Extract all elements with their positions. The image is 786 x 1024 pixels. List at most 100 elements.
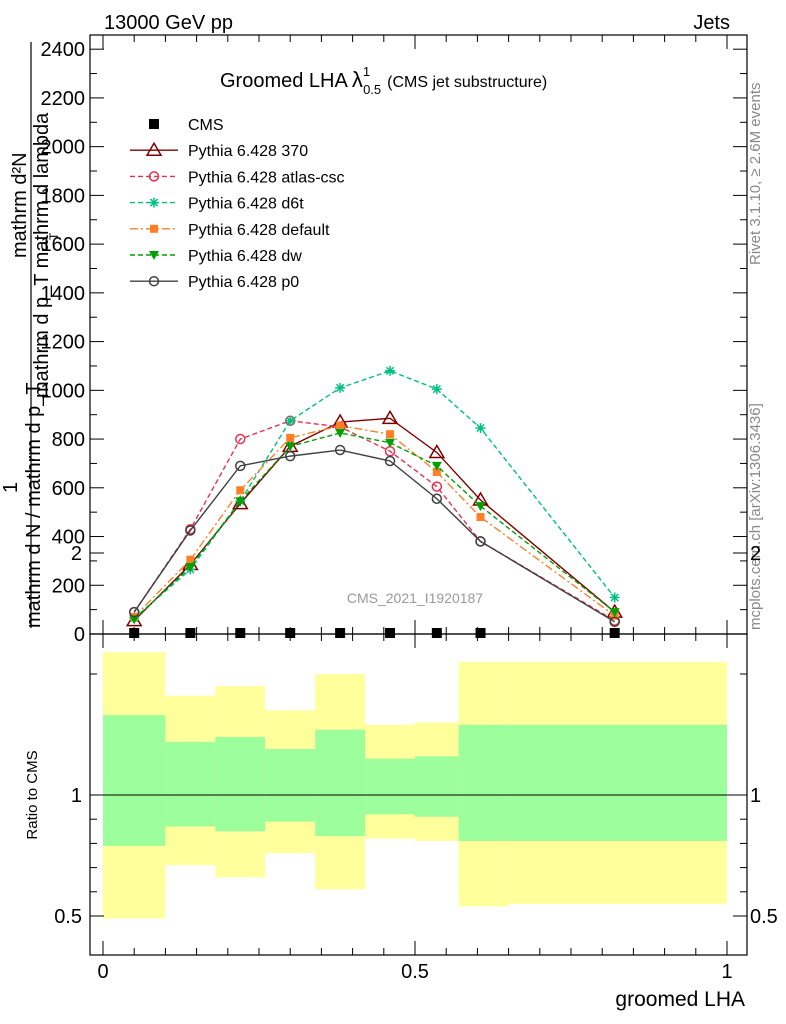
main-ytick-label-6: 1200 — [41, 332, 86, 354]
header-right: Jets — [693, 12, 730, 34]
series-line-3 — [133, 370, 616, 619]
legend-marker-6 — [148, 275, 160, 287]
main-ytick-label-1: 2200 — [41, 88, 86, 110]
series-4-point-1 — [186, 555, 195, 564]
ratio-xtick-label-0: 0 — [97, 961, 108, 983]
series-5-point-3 — [285, 442, 296, 452]
main-ytick-label-8: 800 — [52, 429, 85, 451]
series-4-point-7 — [476, 513, 485, 522]
series-4-point-5 — [386, 430, 395, 439]
series-0-point-2 — [235, 628, 246, 638]
series-line-6 — [133, 449, 616, 623]
main-ytick-label-9: 600 — [52, 478, 85, 500]
main-ytick-label-0: 2400 — [41, 39, 86, 61]
series-1-point-2 — [231, 495, 249, 510]
legend-label-2: Pythia 6.428 atlas-csc — [188, 169, 345, 186]
legend-label-3: Pythia 6.428 d6t — [188, 196, 304, 213]
series-3-point-8 — [609, 592, 620, 603]
ylabel-line1: mathrm d²N — [9, 152, 31, 258]
series-2-point-6 — [431, 481, 443, 492]
series-0-point-0 — [129, 628, 140, 638]
series-3-point-6 — [431, 384, 442, 395]
series-4-point-2 — [236, 486, 245, 495]
series-3-point-7 — [475, 423, 486, 434]
ratio-ytick-label-left-2: 0.5 — [54, 906, 82, 928]
series-6-point-2 — [235, 460, 246, 472]
legend-label-5: Pythia 6.428 dw — [188, 248, 302, 265]
series-0 — [129, 628, 620, 638]
series-2-point-2 — [235, 433, 246, 445]
series-5 — [129, 428, 620, 625]
rivet-side-label: Rivet 3.1.10, ≥ 2.6M events — [747, 83, 764, 266]
legend: CMS Pythia 6.428 370 Pythia 6.428 atlas-cs… — [130, 117, 345, 291]
ratio-inner-band-5 — [365, 758, 415, 815]
ylabel-line2: mathrm d p_T mathrm d lambda — [31, 112, 53, 398]
ratio-inner-band-1 — [165, 741, 216, 827]
main-ytick-label-3: 1800 — [41, 185, 86, 207]
ratio-inner-band-0 — [103, 715, 166, 846]
ratio-ylabel: Ratio to CMS — [24, 750, 41, 839]
mcplots-side-label: mcplots.cern.ch [arXiv:1306.3436] — [747, 403, 764, 630]
series-1-point-5 — [381, 409, 399, 425]
series-6-point-0 — [128, 606, 140, 618]
main-ytick-label-10: 400 — [52, 527, 85, 549]
series-line-4 — [133, 424, 616, 618]
chart-title: Groomed LHA λ1 0.5 (CMS jet substructure) — [220, 64, 547, 97]
series-4-point-4 — [336, 421, 345, 430]
xlabel: groomed LHA — [615, 988, 745, 1011]
series-5-point-8 — [609, 608, 620, 618]
series-line-5 — [133, 432, 616, 620]
ylabel-sub-t: T — [47, 232, 61, 240]
main-ytick-label-11: 200 — [52, 575, 85, 597]
series-5-point-2 — [235, 497, 246, 507]
series-3-point-4 — [335, 382, 346, 393]
ratio-ytick-label-right-0: 2 — [750, 543, 761, 565]
series-6-point-5 — [384, 455, 396, 467]
series-0-point-3 — [285, 628, 296, 638]
ratio-ytick-label-left-1: 1 — [71, 785, 82, 807]
legend-marker-3-stroke-3 — [149, 198, 159, 207]
legend-label-6: Pythia 6.428 p0 — [188, 274, 299, 291]
legend-marker-0 — [149, 119, 159, 129]
series-0-point-8 — [609, 628, 620, 638]
series-6-point-1 — [185, 525, 196, 536]
series-6-point-3 — [284, 450, 296, 462]
series-0-point-5 — [385, 628, 396, 638]
main-ytick-label-7: 1000 — [41, 380, 86, 402]
series-6-point-6 — [431, 493, 443, 505]
legend-marker-4 — [150, 224, 158, 233]
legend-marker-2 — [148, 171, 160, 182]
main-ytick-label-2: 2000 — [41, 137, 86, 159]
main-panel: 2400220020001800160014001200100080060040… — [41, 34, 748, 646]
ratio-inner-band-4 — [315, 729, 366, 837]
title-symbol: λ — [352, 67, 363, 92]
ratio-inner-band-2 — [215, 736, 266, 832]
analysis-watermark: CMS_2021_I1920187 — [347, 590, 483, 606]
series-4-point-3 — [286, 433, 295, 442]
series-0-point-1 — [185, 628, 196, 638]
ratio-ytick-label-left-0: 2 — [71, 543, 82, 565]
ratio-ytick-label-right-1: 1 — [750, 785, 761, 807]
header-left: 13000 GeV pp — [104, 12, 233, 34]
series-0-point-7 — [475, 628, 486, 638]
ratio-panel: 0 0.5 1 2 2 1 1 0.5 0.5 — [54, 543, 778, 983]
ratio-inner-band-6 — [415, 756, 459, 817]
series-3-point-5 — [385, 365, 396, 376]
ratio-inner-band-3 — [265, 749, 316, 822]
ratio-inner-band-8 — [508, 724, 727, 841]
series-4-point-6 — [432, 467, 441, 476]
legend-marker-3 — [149, 197, 159, 208]
title-suffix: (CMS jet substructure) — [387, 74, 547, 91]
ratio-ytick-label-right-2: 0.5 — [750, 906, 778, 928]
legend-marker-1 — [145, 141, 163, 156]
title-subscript: 0.5 — [363, 82, 381, 97]
main-ytick-label-12: 0 — [74, 624, 85, 646]
legend-marker-5 — [149, 251, 159, 260]
series-6-point-4 — [334, 444, 346, 456]
series-5-point-6 — [431, 461, 442, 471]
series-3-point-7-stroke-3 — [476, 423, 485, 433]
series-0-point-6 — [431, 628, 442, 638]
series-3 — [129, 365, 620, 624]
series-3-point-3-stroke-3 — [286, 416, 295, 425]
ylabel-line3: 1 — [0, 482, 22, 493]
